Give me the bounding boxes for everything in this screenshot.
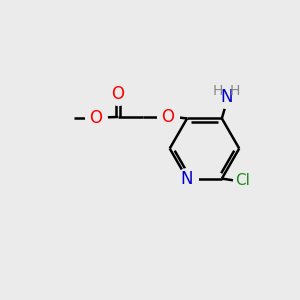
Text: H: H [213,84,223,98]
Text: O: O [89,109,102,127]
Text: H: H [229,84,240,98]
Text: Cl: Cl [236,173,250,188]
Text: N: N [181,169,193,188]
Text: N: N [220,88,233,106]
Text: O: O [111,85,124,103]
Text: O: O [161,108,175,126]
